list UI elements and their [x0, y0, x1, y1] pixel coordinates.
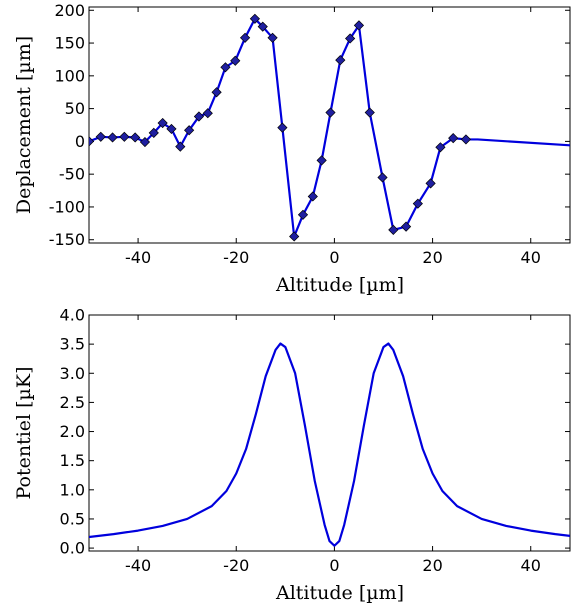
- y-tick-label: 2.5: [60, 393, 85, 412]
- y-tick-label: 4.0: [60, 306, 85, 325]
- x-tick-label: -20: [223, 556, 249, 575]
- data-point-marker: [157, 117, 168, 129]
- data-point-marker: [345, 33, 356, 44]
- x-tick-label: -20: [223, 248, 249, 267]
- x-tick-label: 40: [521, 556, 541, 575]
- series-group: [89, 13, 570, 242]
- y-axis-label: Deplacement [µm]: [13, 36, 35, 214]
- y-tick-label: -50: [59, 165, 85, 184]
- data-point-marker: [335, 55, 346, 66]
- plot-frame: [88, 6, 571, 244]
- data-point-marker: [175, 141, 186, 152]
- x-tick-label: 20: [422, 248, 442, 267]
- x-ticks: -40 -20 0 20 40: [125, 315, 541, 575]
- y-tick-label: 150: [54, 34, 85, 53]
- data-point-marker: [364, 107, 375, 118]
- y-tick-label: 1.5: [60, 451, 85, 470]
- y-tick-label: 0: [75, 132, 85, 151]
- x-tick-label: 0: [329, 248, 339, 267]
- x-tick-label: -40: [125, 248, 151, 267]
- data-point-marker: [267, 32, 278, 43]
- plot-potentiel: -40 -20 0 20 40 4.03.53.02.52.01.51.00.50.0 …: [13, 306, 571, 604]
- data-point-marker: [412, 198, 423, 209]
- x-tick-label: 20: [422, 556, 442, 575]
- data-point-marker: [89, 136, 95, 147]
- data-point-marker: [425, 178, 436, 189]
- series-line: [89, 342, 570, 547]
- y-tick-label: 3.0: [60, 364, 85, 383]
- data-point-marker: [353, 20, 365, 31]
- data-point-marker: [211, 87, 222, 98]
- data-point-marker: [107, 132, 118, 143]
- data-point-marker: [184, 125, 195, 136]
- data-point-marker: [220, 62, 231, 73]
- y-tick-label: 1.0: [60, 480, 85, 499]
- y-tick-label: 0.5: [60, 509, 85, 528]
- data-point-marker: [289, 231, 300, 242]
- x-tick-label: -40: [125, 556, 151, 575]
- data-point-marker: [139, 136, 151, 148]
- y-tick-label: 100: [54, 66, 85, 85]
- data-point-marker: [388, 224, 399, 235]
- x-tick-label: 0: [329, 556, 339, 575]
- y-axis-label: Potentiel [µK]: [13, 366, 35, 499]
- data-point-marker: [277, 122, 288, 133]
- data-point-marker: [257, 21, 268, 32]
- data-point-marker: [239, 32, 251, 43]
- x-axis-label: Altitude [µm]: [275, 274, 404, 296]
- y-tick-label: 3.5: [60, 335, 85, 354]
- y-tick-label: -100: [49, 197, 85, 216]
- data-point-marker: [193, 111, 205, 122]
- y-tick-label: 200: [54, 1, 85, 20]
- data-point-marker: [377, 172, 388, 183]
- x-axis-label: Altitude [µm]: [275, 582, 404, 604]
- data-point-marker: [307, 191, 318, 202]
- data-point-marker: [297, 209, 309, 220]
- data-point-marker: [166, 123, 177, 135]
- data-point-marker: [460, 134, 472, 145]
- data-point-marker: [230, 55, 241, 66]
- series-line: [89, 17, 570, 238]
- plot-deplacement: -40 -20 0 20 40 200 150 100 50 0 -50 -100 -150 Alti…: [13, 1, 571, 296]
- series-group: [89, 342, 570, 547]
- x-tick-label: 40: [521, 248, 541, 267]
- data-point-marker: [119, 131, 130, 142]
- data-point-marker: [202, 108, 213, 119]
- data-point-marker: [148, 127, 159, 138]
- y-tick-label: 50: [65, 99, 85, 118]
- y-tick-label: -150: [49, 230, 85, 249]
- data-point-marker: [448, 133, 459, 144]
- data-point-marker: [400, 221, 412, 232]
- data-point-marker: [95, 131, 106, 142]
- data-point-marker: [249, 13, 260, 24]
- plot-frame: [88, 314, 571, 552]
- y-ticks: 200 150 100 50 0 -50 -100 -150: [49, 1, 570, 249]
- data-point-marker: [130, 132, 141, 143]
- y-ticks: 4.0 3.5 3.0 2.5 2.0 1.5 1.0 0.5 0.0: [60, 306, 570, 558]
- y-tick-label: 2.0: [60, 422, 85, 441]
- x-ticks: -40 -20 0 20 40: [125, 7, 541, 267]
- data-point-marker: [325, 107, 336, 118]
- data-point-marker: [316, 155, 327, 166]
- data-point-marker: [435, 142, 446, 153]
- y-tick-label: 0.0: [60, 539, 85, 558]
